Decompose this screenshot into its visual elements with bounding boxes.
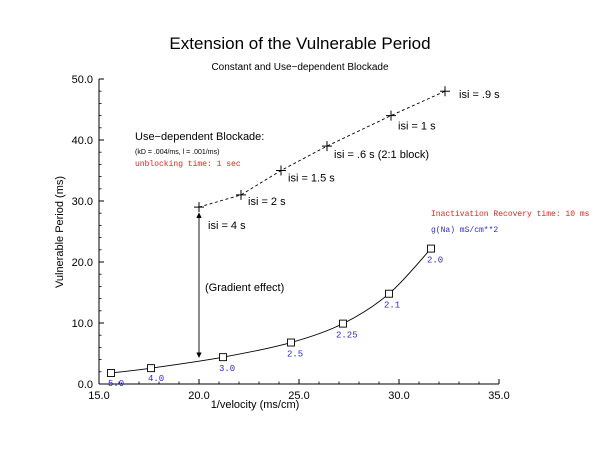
isi-label: isi = 1.5 s bbox=[288, 173, 335, 185]
y-tick-label: 50.0 bbox=[72, 74, 93, 86]
plus-marker bbox=[194, 202, 204, 213]
use-dependent-title: Use−dependent Blockade: bbox=[135, 131, 264, 143]
y-axis-label: Vulnerable Period (ms) bbox=[54, 176, 66, 288]
isi-label: isi = 2 s bbox=[248, 196, 286, 208]
gna-value-label: 4.0 bbox=[148, 374, 164, 384]
x-tick-label: 15.0 bbox=[88, 390, 109, 402]
series-1-line bbox=[110, 248, 432, 374]
isi-label: isi = 1 s bbox=[398, 121, 436, 133]
plus-marker bbox=[440, 86, 450, 97]
square-marker bbox=[385, 289, 393, 298]
gradient-effect-label: (Gradient effect) bbox=[205, 282, 284, 294]
gna-value-label: 2.0 bbox=[427, 256, 443, 266]
y-tick-label: 10.0 bbox=[72, 318, 93, 330]
inactivation-recovery: Inactivation Recovery time: 10 ms bbox=[431, 210, 590, 219]
axes: 15.0 20.0 25.0 30.0 35.0 0.0 10.0 20.0 30.0 40.0 5… bbox=[72, 74, 510, 402]
x-tick-label: 35.0 bbox=[488, 390, 509, 402]
square-marker bbox=[339, 319, 347, 328]
isi-label: isi = .9 s bbox=[459, 89, 500, 101]
plus-marker bbox=[322, 141, 332, 152]
gna-value-label: 2.1 bbox=[384, 301, 400, 311]
gna-value-label: 5.0 bbox=[108, 379, 124, 389]
x-tick-label: 30.0 bbox=[388, 390, 409, 402]
gna-value-label: 3.0 bbox=[219, 364, 235, 374]
y-tick-label: 20.0 bbox=[72, 257, 93, 269]
gna-legend: g(Na) mS/cm**2 bbox=[431, 226, 498, 235]
x-axis-label: 1/velocity (ms/cm) bbox=[211, 399, 300, 411]
isi-label: isi = 4 s bbox=[208, 220, 246, 232]
square-marker bbox=[427, 244, 435, 253]
gna-value-label: 2.5 bbox=[287, 350, 303, 360]
series-0-line bbox=[198, 90, 446, 208]
y-tick-label: 0.0 bbox=[78, 379, 93, 391]
gna-value-label: 2.25 bbox=[336, 331, 358, 341]
square-marker bbox=[287, 338, 295, 347]
x-tick-label: 20.0 bbox=[188, 390, 209, 402]
chart-subtitle: Constant and Use−dependent Blockade bbox=[211, 62, 389, 73]
plus-marker bbox=[386, 110, 396, 121]
use-dependent-params: (kD = .004/ms, l = .001/ms) bbox=[135, 149, 219, 156]
unblocking-time: unblocking time: 1 sec bbox=[135, 160, 241, 169]
plus-marker bbox=[276, 165, 286, 176]
square-marker bbox=[219, 353, 227, 362]
chart-title: Extension of the Vulnerable Period bbox=[169, 34, 430, 53]
y-tick-label: 40.0 bbox=[72, 135, 93, 147]
series-markers bbox=[107, 86, 450, 377]
x-tick-label: 25.0 bbox=[288, 390, 309, 402]
square-marker bbox=[107, 369, 115, 377]
isi-label: isi = .6 s (2:1 block) bbox=[334, 149, 429, 161]
y-tick-label: 30.0 bbox=[72, 196, 93, 208]
square-marker bbox=[147, 364, 155, 373]
plus-marker bbox=[236, 189, 246, 200]
